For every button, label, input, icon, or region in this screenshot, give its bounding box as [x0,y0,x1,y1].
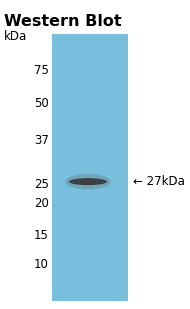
Ellipse shape [69,178,107,185]
Text: 15: 15 [34,229,49,242]
Text: ← 27kDa: ← 27kDa [133,175,185,188]
Text: kDa: kDa [4,30,27,43]
Bar [52,34,128,301]
Text: 25: 25 [34,178,49,191]
Text: Western Blot: Western Blot [4,14,122,29]
Text: 37: 37 [34,134,49,147]
Ellipse shape [65,174,111,189]
Text: 20: 20 [34,197,49,210]
Text: 50: 50 [34,97,49,110]
Text: 10: 10 [34,258,49,271]
Text: 75: 75 [34,64,49,77]
